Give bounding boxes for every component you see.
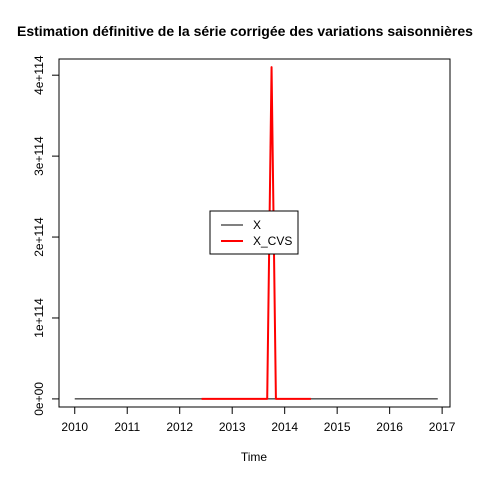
series-line-x-cvs: [201, 66, 311, 400]
x-tick-label: 2014: [271, 420, 298, 434]
legend: X X_CVS: [209, 210, 299, 255]
y-tick-label: 1e+114: [32, 298, 46, 338]
y-axis: 0e+00 1e+114 2e+114 3e+114 4e+114: [32, 55, 60, 416]
legend-box: [209, 210, 299, 255]
y-tick-label: 2e+114: [32, 217, 46, 257]
y-tick-label: 4e+114: [32, 55, 46, 95]
x-tick-label: 2010: [61, 420, 88, 434]
legend-label: X_CVS: [253, 234, 292, 248]
x-tick-label: 2015: [324, 420, 351, 434]
y-tick-label: 3e+114: [32, 136, 46, 176]
chart-title: Estimation définitive de la série corrig…: [17, 23, 473, 39]
x-axis: 2010 2011 2012 2013 2014 2015 2016 2017: [61, 406, 456, 434]
legend-label: X: [253, 218, 261, 232]
x-tick-label: 2016: [376, 420, 403, 434]
series-layer: [74, 66, 438, 400]
x-tick-label: 2017: [429, 420, 456, 434]
x-axis-label: Time: [241, 450, 268, 464]
x-tick-label: 2013: [219, 420, 246, 434]
y-tick-label: 0e+00: [32, 382, 46, 416]
x-tick-label: 2011: [114, 420, 140, 434]
x-tick-label: 2012: [166, 420, 193, 434]
